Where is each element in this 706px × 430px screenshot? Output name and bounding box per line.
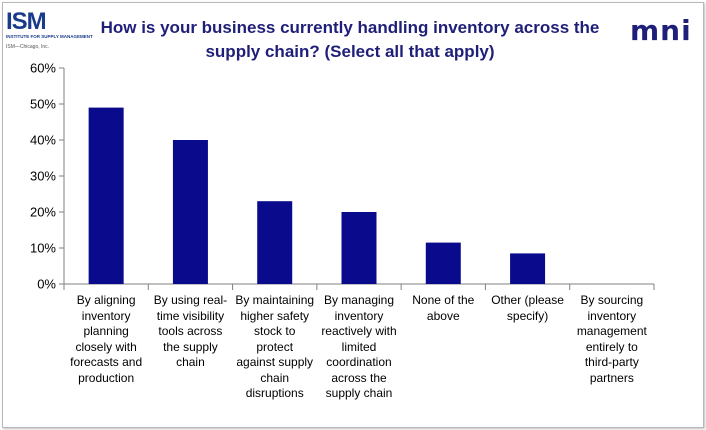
bar (341, 212, 377, 284)
x-category-label-line: specify) (506, 308, 549, 323)
bar (172, 140, 208, 284)
bar (88, 107, 124, 284)
x-category-label-line: entirely to (585, 339, 638, 354)
x-category-label-line: the supply (163, 339, 218, 354)
x-category-label-line: time visibility (156, 308, 225, 323)
x-category-label-line: against supply (236, 355, 314, 369)
x-category-label-line: forecasts and (70, 355, 143, 369)
x-category-label-line: By using real- (153, 293, 228, 307)
x-category-label: By sourcing inventory management entirely t… (570, 293, 654, 386)
x-category-label-line: supply chain (325, 386, 393, 400)
x-category-label-line: By aligning (76, 293, 136, 307)
bar (425, 242, 461, 284)
x-category-label-line: production (78, 370, 135, 385)
x-category-label-line: chain (176, 355, 205, 369)
x-category-label-line: By maintaining (235, 293, 315, 307)
bar (510, 253, 546, 284)
x-category-label-line: across the (331, 370, 387, 385)
y-tick-label: 60% (30, 61, 56, 76)
x-category-label-line: above (426, 308, 460, 323)
y-tick-label: 40% (30, 133, 56, 148)
x-category-label-line: coordination (326, 355, 392, 369)
x-category-label: By maintaining higher safety stock to prote… (233, 293, 317, 402)
x-category-label-line: inventory (334, 308, 384, 323)
x-category-label-line: Other (please (491, 293, 564, 307)
chart-title: How is your business currently handling … (90, 16, 610, 64)
x-category-label: None of the above (401, 293, 485, 324)
y-tick-label: 50% (30, 97, 56, 112)
x-category-label-line: management (576, 324, 647, 338)
ism-logo-mark: ISM (6, 8, 47, 35)
x-category-label-line: inventory (587, 308, 637, 323)
ism-logo-subtitle: INSTITUTE FOR SUPPLY MANAGEMENT (6, 34, 93, 39)
x-category-label-line: By sourcing (580, 293, 644, 307)
x-category-label-line: reactively with (321, 324, 397, 338)
x-category-label-line: stock to (254, 324, 296, 338)
x-category-label-line: higher safety (240, 308, 310, 323)
x-category-label-line: limited (341, 339, 377, 354)
x-category-label-line: None of the (412, 293, 475, 307)
y-tick-label: 30% (30, 169, 56, 184)
x-category-label-line: tools across (158, 324, 223, 338)
x-category-label-line: partners (589, 370, 634, 385)
x-category-label-line: chain (260, 370, 290, 385)
ism-logo: ISM INSTITUTE FOR SUPPLY MANAGEMENT ISM—… (6, 8, 93, 64)
chart-title-line-1: How is your business currently handling … (100, 18, 600, 37)
bar (257, 201, 293, 284)
x-category-label-line: By managing (323, 293, 395, 307)
x-category-label-line: disruptions (245, 386, 304, 400)
y-tick-label: 10% (30, 241, 56, 256)
x-category-label-line: third-party (584, 355, 639, 369)
x-category-label-line: protect (256, 339, 294, 354)
x-category-label-line: inventory (81, 308, 131, 323)
y-tick-label: 20% (30, 205, 56, 220)
x-category-label: Other (please specify) (486, 293, 570, 324)
x-category-label: By using real-time visibility tools acros… (148, 293, 232, 371)
ism-logo-copyright: ISM—Chicago, Inc. (6, 44, 50, 50)
x-category-label: By managing inventory reactively with limit… (317, 293, 401, 402)
x-category-label-line: closely with (75, 339, 137, 354)
y-tick-label: 0% (37, 277, 56, 292)
mni-logo: mni (630, 14, 692, 47)
x-category-label: By aligning inventory planning closely with… (64, 293, 148, 386)
chart-title-line-2: supply chain? (Select all that apply) (205, 42, 495, 61)
x-category-label-line: planning (83, 324, 129, 338)
